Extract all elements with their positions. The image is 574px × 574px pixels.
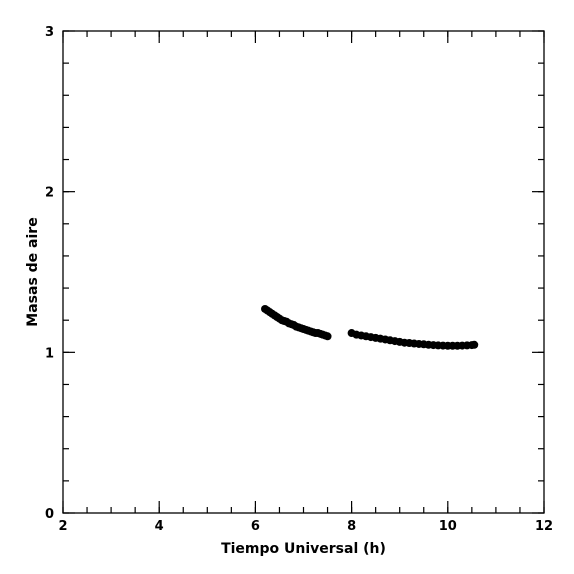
x-tick-label: 10 bbox=[439, 519, 457, 534]
tick-marks bbox=[62, 30, 545, 514]
x-tick-label: 2 bbox=[58, 519, 67, 534]
data-points bbox=[261, 304, 479, 350]
y-tick-label: 1 bbox=[45, 346, 54, 361]
data-point bbox=[323, 332, 332, 341]
y-tick-label: 3 bbox=[45, 25, 54, 40]
series-2 bbox=[347, 329, 479, 350]
x-tick-label: 4 bbox=[155, 519, 164, 534]
y-tick-label: 0 bbox=[45, 507, 54, 522]
series-1 bbox=[261, 304, 332, 341]
data-point bbox=[470, 340, 479, 349]
y-tick-label: 2 bbox=[45, 186, 54, 201]
x-axis-label: Tiempo Universal (h) bbox=[221, 541, 386, 557]
x-tick-label: 12 bbox=[535, 519, 553, 534]
x-tick-label: 6 bbox=[251, 519, 260, 534]
x-tick-label: 8 bbox=[347, 519, 356, 534]
plot-frame bbox=[62, 30, 545, 514]
y-axis-label: Masas de aire bbox=[25, 217, 41, 326]
